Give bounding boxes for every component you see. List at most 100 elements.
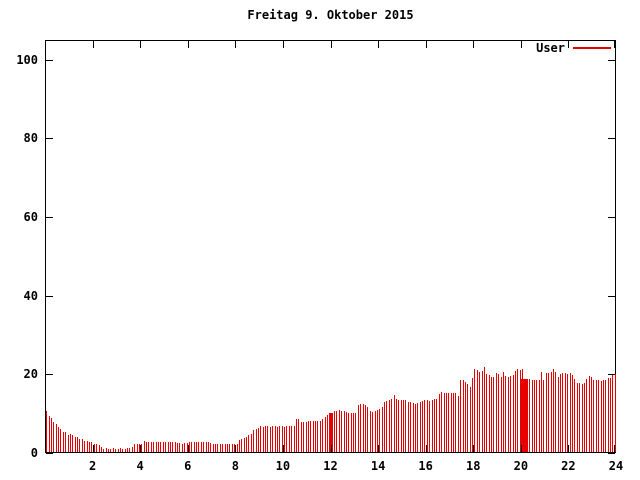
bar — [282, 426, 283, 452]
bar — [260, 426, 261, 452]
bar — [546, 373, 547, 452]
bar — [194, 442, 195, 452]
bar — [77, 437, 78, 452]
bar — [396, 399, 397, 452]
bar — [484, 367, 485, 452]
bar — [429, 401, 430, 452]
bar — [336, 411, 337, 452]
bar — [601, 381, 602, 452]
plot-area: User — [45, 40, 616, 454]
bar — [453, 393, 454, 452]
y-axis-tick — [46, 138, 53, 140]
x-axis-tick — [330, 445, 332, 452]
bar-dense-segment — [329, 413, 333, 452]
bar — [455, 393, 456, 452]
x-axis-tick — [473, 445, 475, 452]
y-axis-tick — [46, 217, 53, 218]
bar — [465, 382, 466, 452]
bar — [227, 444, 228, 452]
bar — [320, 421, 321, 452]
bar — [306, 422, 307, 452]
bar — [96, 444, 97, 452]
bar — [248, 435, 249, 452]
bar — [327, 415, 328, 452]
bar — [151, 442, 152, 452]
bar — [148, 442, 149, 452]
bar — [187, 443, 188, 452]
bar — [339, 410, 340, 452]
bar — [534, 380, 535, 452]
bar — [539, 380, 540, 452]
bar — [134, 444, 135, 452]
bar — [189, 442, 190, 452]
bar — [463, 380, 464, 452]
bar — [115, 449, 116, 452]
bar — [325, 417, 326, 452]
bar — [239, 440, 240, 452]
bar — [170, 442, 171, 452]
bar — [574, 379, 575, 452]
bar — [91, 442, 92, 452]
bar — [156, 442, 157, 452]
bar — [241, 439, 242, 452]
bar — [603, 380, 604, 452]
bar — [177, 443, 178, 452]
bar — [382, 407, 383, 452]
bar — [467, 384, 468, 452]
bar — [503, 372, 504, 452]
bar — [384, 402, 385, 452]
bar — [168, 442, 169, 452]
bar — [586, 379, 587, 452]
bar — [515, 371, 516, 452]
x-axis-tick — [520, 41, 522, 48]
x-tick-label: 18 — [466, 459, 481, 473]
x-axis-tick — [614, 445, 615, 452]
bar — [196, 442, 197, 452]
bar — [548, 373, 549, 452]
bar — [141, 444, 142, 452]
bar — [482, 371, 483, 452]
bar — [213, 444, 214, 452]
bar — [458, 396, 459, 452]
bar — [591, 377, 592, 452]
bar — [303, 422, 304, 452]
bar — [401, 400, 402, 452]
bar — [558, 377, 559, 452]
bar — [493, 377, 494, 452]
bar — [439, 394, 440, 452]
bar — [460, 380, 461, 452]
x-tick-label: 20 — [513, 459, 529, 473]
x-tick-label: 2 — [88, 459, 97, 473]
y-axis-tick — [46, 59, 53, 61]
bar — [201, 442, 202, 452]
bar — [394, 395, 395, 452]
bar — [232, 444, 233, 452]
bar — [360, 404, 361, 452]
x-axis-tick — [140, 41, 142, 48]
bar — [424, 400, 425, 452]
bar — [217, 444, 218, 452]
bar — [315, 421, 316, 452]
bar — [596, 380, 597, 452]
x-tick-label: 22 — [561, 459, 576, 473]
bar — [441, 392, 442, 452]
bar — [87, 441, 88, 452]
y-axis-tick — [608, 453, 615, 454]
bar — [448, 393, 449, 452]
bar — [298, 419, 299, 452]
bar — [284, 427, 285, 452]
bar — [146, 442, 147, 452]
bar — [225, 444, 226, 452]
bar — [172, 442, 173, 452]
bar — [129, 448, 130, 452]
bar — [432, 400, 433, 452]
bar — [82, 439, 83, 452]
x-axis-tick — [378, 445, 380, 452]
bar — [567, 374, 568, 452]
bar — [508, 377, 509, 452]
bar — [472, 378, 473, 452]
legend-label: User — [536, 41, 565, 55]
y-tick-label: 60 — [23, 210, 38, 224]
bar — [562, 373, 563, 452]
x-axis-tick — [140, 445, 142, 452]
